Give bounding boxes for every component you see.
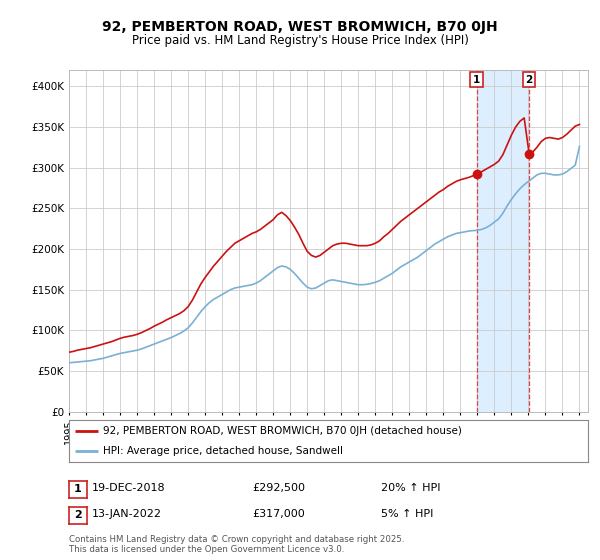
Text: 19-DEC-2018: 19-DEC-2018 [92, 483, 166, 493]
Text: HPI: Average price, detached house, Sandwell: HPI: Average price, detached house, Sand… [103, 446, 343, 456]
Text: 1: 1 [473, 75, 481, 85]
Text: £292,500: £292,500 [252, 483, 305, 493]
Text: £317,000: £317,000 [252, 509, 305, 519]
Text: 20% ↑ HPI: 20% ↑ HPI [381, 483, 440, 493]
Bar [477, 70, 529, 412]
Text: 1: 1 [74, 484, 82, 494]
Text: Price paid vs. HM Land Registry's House Price Index (HPI): Price paid vs. HM Land Registry's House … [131, 34, 469, 46]
Text: 2: 2 [74, 510, 82, 520]
Text: 13-JAN-2022: 13-JAN-2022 [92, 509, 162, 519]
Text: 92, PEMBERTON ROAD, WEST BROMWICH, B70 0JH: 92, PEMBERTON ROAD, WEST BROMWICH, B70 0… [102, 20, 498, 34]
Text: 92, PEMBERTON ROAD, WEST BROMWICH, B70 0JH (detached house): 92, PEMBERTON ROAD, WEST BROMWICH, B70 0… [103, 426, 461, 436]
Text: 2: 2 [526, 75, 533, 85]
Text: Contains HM Land Registry data © Crown copyright and database right 2025.
This d: Contains HM Land Registry data © Crown c… [69, 535, 404, 554]
Text: 5% ↑ HPI: 5% ↑ HPI [381, 509, 433, 519]
